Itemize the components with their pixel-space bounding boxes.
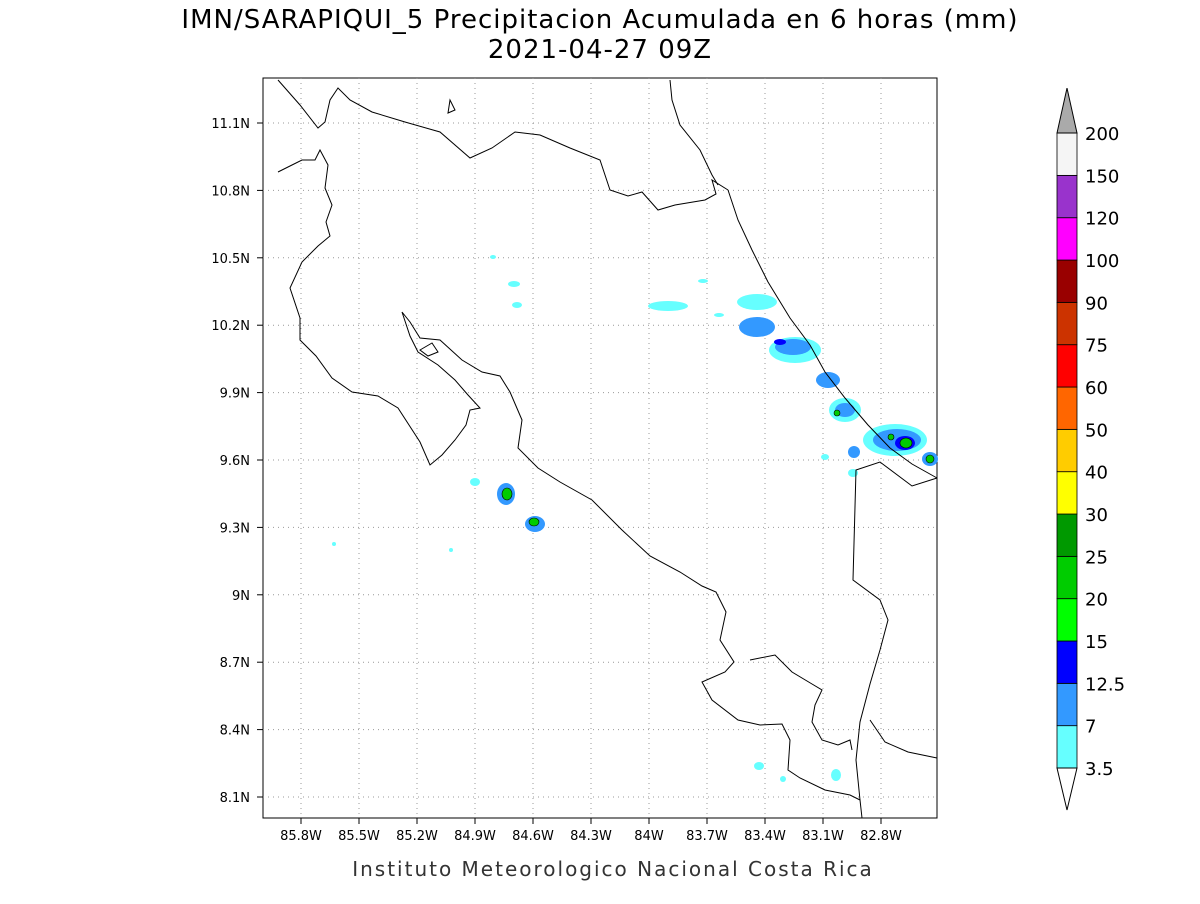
x-tick-label: 84.3W (570, 829, 612, 844)
colorbar-segment (1056, 513, 1078, 557)
y-tick-label: 8.7N (220, 656, 250, 671)
coastline (447, 98, 456, 114)
rain-cell (833, 409, 841, 417)
rain-cell (816, 372, 840, 388)
rain-cell (754, 762, 764, 770)
x-tick-label: 85.5W (338, 829, 380, 844)
colorbar-segment (1056, 598, 1078, 642)
colorbar-segment (1056, 344, 1078, 388)
coastline (419, 342, 439, 357)
x-tick-label: 83.1W (802, 829, 844, 844)
colorbar-segment (1056, 682, 1078, 727)
colorbar-segment (1056, 259, 1078, 303)
colorbar-segment (1056, 132, 1078, 176)
rain-cell (528, 517, 540, 527)
y-tick-label: 9.6N (220, 454, 250, 469)
colorbar-segment (1056, 428, 1078, 473)
y-tick-label: 8.1N (220, 791, 250, 806)
rain-cell (648, 301, 688, 311)
x-tick-label: 85.2W (396, 829, 438, 844)
colorbar-label: 75 (1085, 336, 1108, 357)
colorbar-label: 20 (1085, 590, 1108, 611)
rain-cell (490, 255, 496, 259)
colorbar-label: 30 (1085, 505, 1108, 526)
y-tick-label: 9.9N (220, 387, 250, 402)
y-tick-label: 10.8N (211, 184, 250, 199)
colorbar-segment (1056, 174, 1078, 219)
rain-cell (737, 294, 777, 310)
colorbar-label: 60 (1085, 378, 1108, 399)
y-tick-label: 10.5N (211, 252, 250, 267)
rain-cell (698, 279, 708, 283)
precipitation (332, 255, 938, 782)
rain-cell (831, 769, 841, 781)
x-tick-label: 84.6W (512, 829, 554, 844)
colorbar-segment (1056, 301, 1078, 346)
rain-cell (887, 433, 895, 441)
colorbar-label: 12.5 (1085, 674, 1125, 695)
y-tick-label: 8.4N (220, 724, 250, 739)
colorbar-label: 100 (1085, 251, 1119, 272)
x-tick-label: 85.8W (280, 829, 322, 844)
rain-cell (821, 454, 829, 460)
x-tick-label: 82.8W (860, 829, 902, 844)
colorbar-segment (1056, 471, 1078, 515)
colorbar-label: 7 (1085, 717, 1096, 738)
colorbar-segment (1056, 555, 1078, 600)
y-tick-label: 9.3N (220, 521, 250, 536)
rain-cell (714, 313, 724, 317)
y-tick-label: 11.1N (211, 117, 250, 132)
x-tick-label: 84W (634, 829, 664, 844)
y-tick-label: 9N (232, 589, 250, 604)
coastline (727, 189, 938, 479)
colorbar-label: 50 (1085, 420, 1108, 441)
rain-cell (925, 454, 935, 464)
rain-cell (501, 487, 513, 501)
colorbar-segment (1056, 386, 1078, 430)
x-axis: 85.8W 85.5W 85.2W 84.9W 84.6W 84.3W 84W 83.7W 83… (280, 818, 902, 844)
y-axis: 11.1N 10.8N 10.5N 10.2N 9.9N 9.6N 9.3N 9N 8.7N 8.… (211, 117, 263, 806)
colorbar-under (1056, 767, 1078, 811)
colorbar-segment (1056, 640, 1078, 684)
title: IMN/SARAPIQUI_5 Precipitacion Acumulada … (181, 5, 1018, 35)
colorbar-over (1056, 87, 1078, 134)
colorbar-label: 25 (1085, 547, 1108, 568)
colorbar-segment (1056, 217, 1078, 261)
subtitle: 2021-04-27 09Z (488, 35, 712, 65)
y-tick-label: 10.2N (211, 319, 250, 334)
rain-cell (512, 302, 522, 308)
coastline (277, 79, 729, 211)
plot-area: 85.8W 85.5W 85.2W 84.9W 84.6W 84.3W 84W 83.7W 83… (211, 77, 938, 844)
colorbar: 3.5 7 12.5 15 20 25 30 40 50 60 75 90 100 120 150 200 (1056, 87, 1125, 811)
colorbar-label: 90 (1085, 293, 1108, 314)
rain-cell (780, 776, 786, 782)
coastline (852, 461, 938, 801)
colorbar-label: 40 (1085, 463, 1108, 484)
rain-cell (470, 478, 480, 486)
coastlines (277, 79, 938, 819)
footer: Instituto Meteorologico Nacional Costa R… (352, 857, 874, 881)
x-tick-label: 83.4W (744, 829, 786, 844)
colorbar-label: 3.5 (1085, 759, 1114, 780)
colorbar-label: 15 (1085, 632, 1108, 653)
rain-cell (774, 339, 786, 345)
colorbar-segment (1056, 725, 1078, 769)
colorbar-label: 120 (1085, 209, 1119, 230)
coastline (749, 654, 853, 751)
rain-cell (739, 317, 775, 337)
rain-cell (332, 542, 336, 546)
rain-cell (449, 548, 453, 552)
rain-cell (508, 281, 520, 287)
colorbar-label: 150 (1085, 166, 1119, 187)
x-tick-label: 84.9W (454, 829, 496, 844)
rain-cell (848, 446, 860, 458)
colorbar-label: 200 (1085, 124, 1119, 145)
coastline (869, 719, 938, 759)
x-tick-label: 83.7W (686, 829, 728, 844)
plot-frame (262, 77, 938, 819)
rain-cell (899, 437, 913, 449)
coastline (277, 148, 863, 819)
coastline (669, 79, 719, 186)
